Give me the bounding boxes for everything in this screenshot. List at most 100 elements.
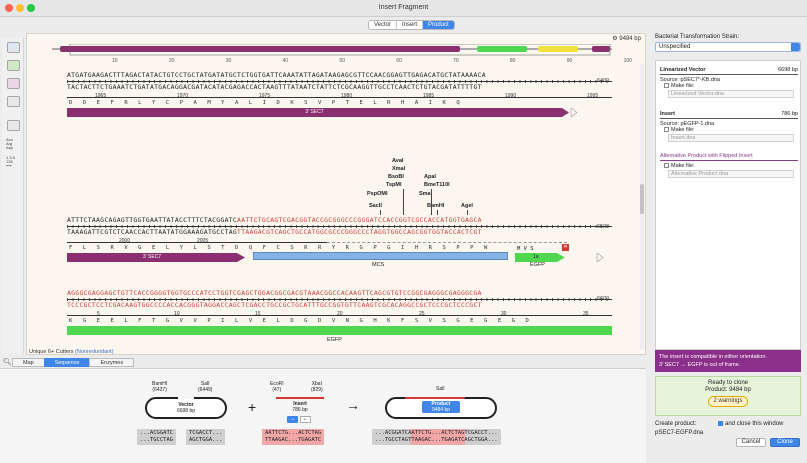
ruler-num: 35: [583, 311, 589, 317]
insert-overhang: AATTCTG...ACTCTAG TTAAGAC...TGAGATC: [262, 429, 325, 445]
ruler-num: 5: [97, 311, 100, 317]
warnings-badge[interactable]: 2 warnings: [708, 396, 748, 407]
alternative-product-section: Alternative Product with Flipped Insert …: [660, 153, 798, 178]
result-arrow: →: [346, 397, 360, 413]
view-tabs: Map Sequence Enzymes: [12, 358, 135, 367]
enzyme-ava1[interactable]: AvaI: [392, 158, 404, 164]
seq-block3-top[interactable]: AGGGCGAGGAGCTGTTCACCGGGGTGGTGCCCATCCTGGT…: [67, 289, 482, 297]
feature-egfp-label: EGFP: [327, 337, 342, 343]
ready-to-clone-box: Ready to clone Product: 9484 bp 2 warnin…: [655, 376, 801, 416]
product-filename[interactable]: pSEC7-EGFP.dna: [655, 430, 704, 436]
sequence-scrollbar[interactable]: [640, 64, 644, 349]
enzyme-apa1[interactable]: ApaI: [424, 174, 436, 180]
egfp-feature-start[interactable]: [515, 253, 575, 262]
zoom-icon[interactable]: 🔍︎: [3, 359, 12, 366]
scrollbar-thumb[interactable]: [640, 184, 644, 214]
seq-block3-translation: K G E E L F T G V V P I L V E L D G D V …: [69, 318, 531, 324]
sequence-panel[interactable]: ⚙ 9484 bp 10 20 30 40 50 60 70 80 90 100…: [26, 33, 646, 355]
feature-egfp-block3[interactable]: [67, 326, 612, 335]
map-viewport-indicator: [69, 44, 611, 56]
alt-filename-field[interactable]: Alternative Product.dna: [668, 170, 794, 178]
plus-sign: +: [248, 399, 257, 415]
close-window-button[interactable]: [5, 4, 13, 12]
enzyme-smai[interactable]: SmaI: [419, 191, 433, 197]
seq-block1-bottom[interactable]: TACTACTTCTGAAATCTGATATGACAGGACGATACATACG…: [67, 83, 482, 91]
seq-block2-aa-ruler-dashed: [327, 242, 567, 243]
feature-sec7-block2[interactable]: [67, 253, 612, 262]
linearized-filename-field[interactable]: Linearized Vector.dna: [668, 90, 794, 98]
primer-view-icon[interactable]: [7, 120, 20, 131]
make-file-linearized-checkbox[interactable]: [664, 83, 669, 89]
map-feature-sec7: [60, 46, 460, 52]
enzyme-sacii[interactable]: SacII: [369, 203, 382, 209]
tab-enzymes[interactable]: Enzymes: [89, 358, 135, 367]
vector-label: Vector 6698 bp: [176, 402, 196, 414]
insert-forward-button[interactable]: →: [287, 416, 298, 423]
product-junction: ...ACGGATCAATTCTG...ACTCTAGTCGACCT......…: [372, 429, 501, 445]
minimize-window-button[interactable]: [16, 4, 24, 12]
tab-product[interactable]: Product: [423, 21, 454, 29]
unique-cutters-filter[interactable]: Unique 6+ Cutters (Nonredundant): [29, 349, 114, 355]
enzyme-bmet110i[interactable]: BmeT110I: [424, 182, 450, 188]
enzyme-xma1[interactable]: XmaI: [392, 166, 406, 172]
overview-map[interactable]: [52, 44, 612, 56]
enzyme-cut-line: [467, 210, 468, 215]
product-badge[interactable]: Product 9484 bp: [422, 401, 460, 413]
vector-site-left: BamHI (6437): [152, 381, 168, 393]
ruler-num: 30: [501, 311, 507, 317]
vector-gap: [178, 395, 194, 399]
insert-filename-field[interactable]: Insert.dna: [668, 134, 794, 142]
create-product-label: Create product:: [655, 421, 697, 427]
product-site: SalI: [436, 386, 445, 392]
insert-site-left: EcoRI (47): [270, 381, 284, 393]
feature-view-icon[interactable]: [7, 60, 20, 71]
numbers-view-icon[interactable]: 1 3 5 135 ⟷: [6, 155, 15, 168]
enzyme-tspmi[interactable]: TspMI: [386, 182, 402, 188]
translation-view-icon[interactable]: [7, 96, 20, 107]
enzyme-bsobi[interactable]: BsoBI: [388, 174, 404, 180]
chevron-down-icon: [791, 43, 800, 51]
enzyme-bamhi[interactable]: BamHI: [427, 203, 445, 209]
map-feature-egfp: [477, 46, 527, 52]
title-bar: Insert Fragment: [0, 0, 807, 17]
ruler-num: 1965: [95, 93, 107, 99]
map-view-icon[interactable]: [7, 42, 20, 53]
ruler-num: 20: [337, 311, 343, 317]
enzyme-view-icon[interactable]: [7, 78, 20, 89]
mcs-feature[interactable]: [253, 252, 508, 260]
map-feature-yellow: [538, 46, 578, 52]
stop-codon-marker[interactable]: ✕: [562, 244, 569, 251]
tab-map[interactable]: Map: [12, 358, 45, 367]
close-window-checkbox[interactable]: [718, 421, 723, 426]
make-file-insert-checkbox[interactable]: [664, 127, 669, 133]
orientation-info: The insert is compatible in either orien…: [655, 350, 801, 372]
feature-sec7-block1[interactable]: [67, 108, 612, 117]
right-panel: Bacterial Transformation Strain: Unspeci…: [652, 33, 807, 463]
clone-button[interactable]: Clone: [770, 438, 800, 447]
insert-section: 786 bp Insert Source: pEGFP-1.dna Make fi…: [660, 111, 798, 142]
close-window-option: and close this window: [718, 421, 783, 427]
enzyme-pspomi[interactable]: PspOMI: [367, 191, 388, 197]
tab-insert[interactable]: Insert: [397, 21, 424, 29]
gear-icon[interactable]: ⚙: [612, 36, 618, 42]
ruler-num: 1990: [505, 93, 517, 99]
view-toolbar: Acu Arg Asp 1 3 5 135 ⟷: [2, 38, 24, 353]
cancel-button[interactable]: Cancel: [736, 438, 766, 447]
insert-fragment-bar[interactable]: [276, 397, 324, 399]
seq-block1-top[interactable]: ATGATGAAGACTTTAGACTATACTGTCCTGCTATGATATG…: [67, 71, 486, 79]
insert-reverse-button[interactable]: ←: [300, 416, 311, 423]
strain-select[interactable]: Unspecified: [655, 42, 801, 52]
make-file-alt-checkbox[interactable]: [664, 163, 669, 169]
zoom-window-button[interactable]: [27, 4, 35, 12]
seq-block1-ruler: [67, 81, 612, 82]
enzyme-cut-line: [431, 189, 432, 215]
tab-vector[interactable]: Vector: [369, 21, 398, 29]
enzyme-agei[interactable]: AgeI: [461, 203, 473, 209]
aa-view-icon[interactable]: Acu Arg Asp: [6, 137, 13, 150]
seq-block3-bottom[interactable]: TCCCGCTCCTCGACAAGTGGCCCCACCACGGGTAGGACCA…: [67, 301, 482, 309]
seq-block2-bottom[interactable]: TAAAGATTCGTCTCAACCACTTAATATGGAAAGATGCCTA…: [67, 228, 482, 236]
tab-sequence[interactable]: Sequence: [43, 358, 91, 367]
seq-block2-top[interactable]: ATTTCTAAGCAGAGTTGGTGAATTATACCTTTCTACGGAT…: [67, 216, 482, 224]
mcs-label: MCS: [372, 262, 385, 268]
